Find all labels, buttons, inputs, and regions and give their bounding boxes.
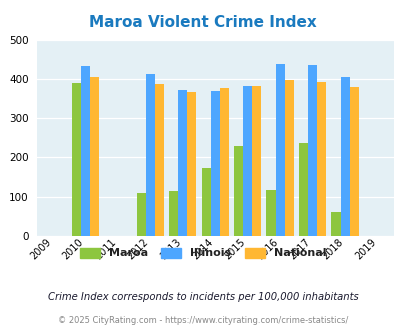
Text: Crime Index corresponds to incidents per 100,000 inhabitants: Crime Index corresponds to incidents per… xyxy=(47,292,358,302)
Bar xyxy=(340,77,349,236)
Bar xyxy=(187,92,196,236)
Bar xyxy=(330,212,340,236)
Bar xyxy=(316,82,326,236)
Bar xyxy=(243,85,252,236)
Bar xyxy=(210,91,219,236)
Bar xyxy=(90,77,99,236)
Bar xyxy=(219,87,228,236)
Text: © 2025 CityRating.com - https://www.cityrating.com/crime-statistics/: © 2025 CityRating.com - https://www.city… xyxy=(58,316,347,325)
Bar xyxy=(71,83,81,236)
Bar xyxy=(266,190,275,236)
Bar xyxy=(298,143,307,236)
Bar xyxy=(145,74,154,236)
Bar xyxy=(201,168,210,236)
Text: Maroa Violent Crime Index: Maroa Violent Crime Index xyxy=(89,15,316,30)
Bar xyxy=(178,90,187,236)
Bar xyxy=(307,65,316,236)
Bar xyxy=(275,64,284,236)
Bar xyxy=(168,191,178,236)
Bar xyxy=(284,81,293,236)
Bar xyxy=(154,83,164,236)
Bar xyxy=(252,85,261,236)
Legend: Maroa, Illinois, National: Maroa, Illinois, National xyxy=(77,244,328,262)
Bar xyxy=(81,66,90,236)
Bar xyxy=(349,87,358,236)
Bar xyxy=(136,193,145,236)
Bar xyxy=(233,146,243,236)
